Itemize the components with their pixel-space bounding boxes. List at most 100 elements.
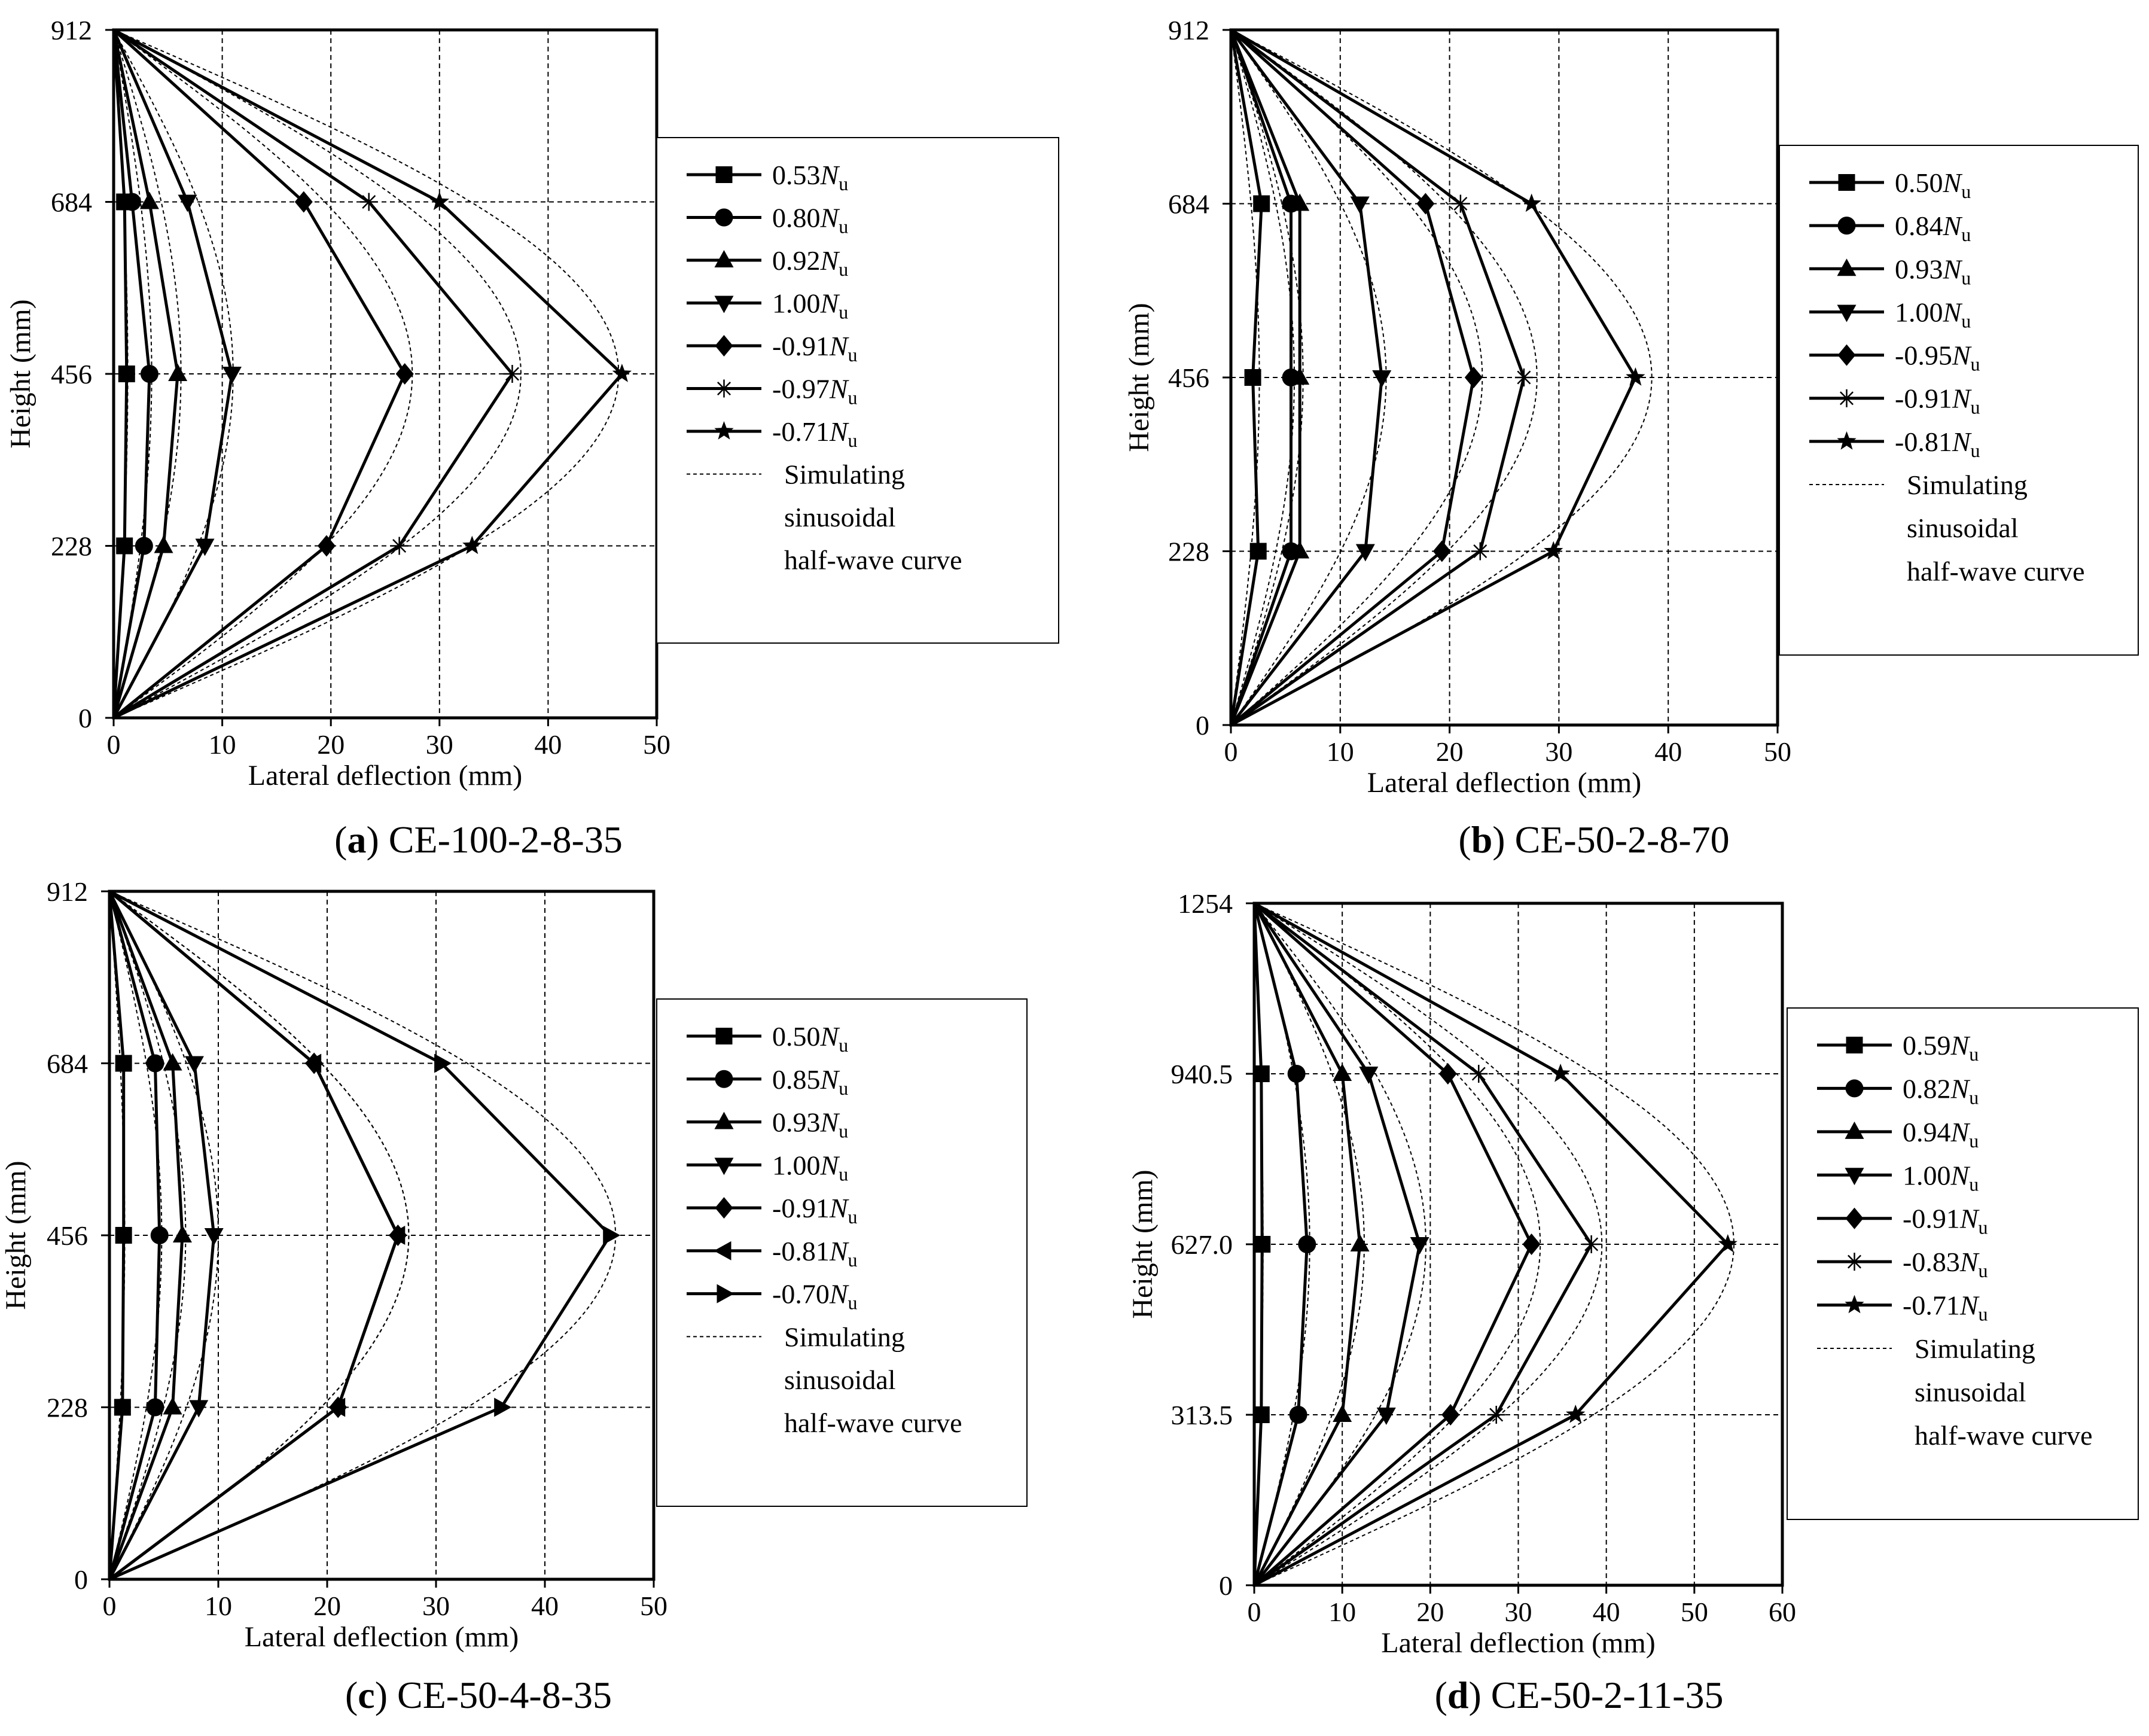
data-point [204, 1228, 224, 1245]
data-point [1410, 1237, 1429, 1254]
data-point [1290, 367, 1310, 385]
legend-label-simulated: half-wave curve [784, 544, 962, 575]
data-point [1718, 1234, 1738, 1253]
x-axis-label: Lateral deflection (mm) [245, 1621, 519, 1653]
legend-label: 0.85Nu [772, 1064, 848, 1099]
series-4 [1252, 902, 1429, 1586]
legend-label: -0.81Nu [1895, 427, 1980, 461]
y-tick-label: 684 [51, 187, 92, 218]
legend-item-simulated: Simulating sinusoidal half-wave curve [1817, 1333, 2093, 1451]
y-tick-label: 912 [51, 15, 92, 45]
legend-label: -0.97Nu [772, 373, 858, 408]
data-point [189, 1400, 209, 1418]
legend-item: 0.82Nu [1817, 1073, 1979, 1108]
legend-item: 1.00Nu [687, 288, 848, 322]
data-point [1464, 367, 1483, 388]
legend-label-simulated: half-wave curve [784, 1408, 962, 1438]
panel-caption: (d) CE-50-2-11-35 [1435, 1674, 1724, 1716]
legend-item: 1.00Nu [1817, 1160, 1979, 1195]
legend-label: -0.71Nu [1903, 1290, 1988, 1325]
data-point [146, 1398, 164, 1417]
simulated-curve-7 [1230, 29, 1653, 726]
data-point [434, 1053, 452, 1073]
legend-label: -0.91Nu [1895, 383, 1980, 418]
legend-marker [715, 379, 733, 398]
chart-panel-a: 0 10 20 30 40 50 0 228 456 684 912 Lateral deflecti… [5, 15, 1059, 861]
legend-label-simulated: sinusoidal [1915, 1376, 2026, 1407]
series-4 [108, 890, 224, 1580]
series-2 [1252, 903, 1316, 1586]
data-point [429, 191, 449, 211]
panel-caption: (b) CE-50-2-8-70 [1458, 818, 1729, 861]
legend-item: -0.70Nu [687, 1279, 858, 1314]
x-tick-label: 10 [1328, 1597, 1356, 1627]
legend-marker [1845, 1121, 1864, 1139]
data-point [163, 1053, 182, 1071]
y-tick-label: 684 [1168, 189, 1209, 220]
x-tick-label: 50 [643, 729, 670, 760]
x-tick-label: 30 [1545, 736, 1572, 767]
legend-label: -0.83Nu [1903, 1247, 1988, 1281]
y-tick-label: 627.0 [1171, 1229, 1233, 1260]
x-tick-label: 0 [107, 729, 121, 760]
legend-item: 0.53Nu [687, 160, 848, 194]
legend-marker [715, 166, 733, 183]
legend-marker [715, 208, 733, 227]
data-point [1253, 195, 1270, 212]
chart-panel-c: 0 10 20 30 40 50 0 228 456 684 912 Lateral deflecti… [0, 876, 1028, 1716]
data-point [462, 535, 482, 555]
series-2 [112, 29, 158, 718]
data-point [1350, 1234, 1370, 1251]
data-point [135, 537, 153, 555]
series-3 [112, 29, 188, 718]
y-tick-label: 940.5 [1171, 1059, 1233, 1089]
data-point [163, 1397, 182, 1415]
series-3 [108, 891, 192, 1580]
legend-marker [1845, 1207, 1864, 1229]
data-point [328, 1397, 346, 1417]
x-tick-label: 50 [640, 1591, 667, 1621]
data-point [178, 194, 197, 212]
data-point [503, 365, 522, 383]
data-point [1376, 1408, 1396, 1425]
x-tick-label: 20 [1416, 1597, 1444, 1627]
simulated-curve-6 [113, 29, 522, 718]
legend-label-simulated: sinusoidal [1907, 513, 2019, 543]
legend-item: -0.95Nu [1809, 340, 1980, 375]
x-tick-label: 0 [1248, 1597, 1261, 1627]
legend-item-simulated: Simulating sinusoidal half-wave curve [687, 459, 962, 575]
series-3 [1252, 902, 1370, 1586]
x-axis-label: Lateral deflection (mm) [248, 760, 522, 791]
legend-marker [1845, 1253, 1864, 1271]
legend-marker [715, 1197, 733, 1219]
y-tick-label: 0 [78, 703, 92, 733]
series-7 [108, 890, 621, 1581]
panel-caption: (a) CE-100-2-8-35 [334, 818, 623, 861]
legend-label: 1.00Nu [772, 288, 848, 322]
legend-marker [714, 1111, 734, 1129]
simulated-curve-2 [1230, 29, 1296, 726]
legend-label: 0.50Nu [1895, 167, 1971, 202]
data-point [1359, 1067, 1379, 1084]
legend-label-simulated: sinusoidal [784, 502, 896, 532]
y-tick-label: 684 [47, 1049, 88, 1079]
legend-marker [1837, 304, 1857, 322]
y-tick-label: 228 [47, 1393, 88, 1423]
series-4 [1229, 29, 1392, 726]
y-tick-label: 1254 [1178, 888, 1233, 919]
data-point [1451, 194, 1470, 213]
legend-item: 0.85Nu [687, 1064, 848, 1099]
data-point [1522, 1234, 1541, 1255]
x-tick-label: 30 [426, 729, 453, 760]
data-point [1350, 196, 1370, 214]
data-point [168, 364, 188, 381]
data-point [1551, 1064, 1571, 1082]
legend-marker [1837, 344, 1856, 366]
legend: 0.50Nu 0.85Nu 0.93Nu 1.00Nu -0.91Nu -0.81Nu -0… [656, 998, 1028, 1507]
y-tick-label: 912 [1168, 15, 1209, 45]
legend-label: 1.00Nu [772, 1150, 848, 1184]
series-6 [108, 890, 406, 1580]
legend-marker [717, 1284, 734, 1303]
x-tick-label: 10 [1327, 736, 1354, 767]
legend-label: 0.84Nu [1895, 211, 1971, 245]
